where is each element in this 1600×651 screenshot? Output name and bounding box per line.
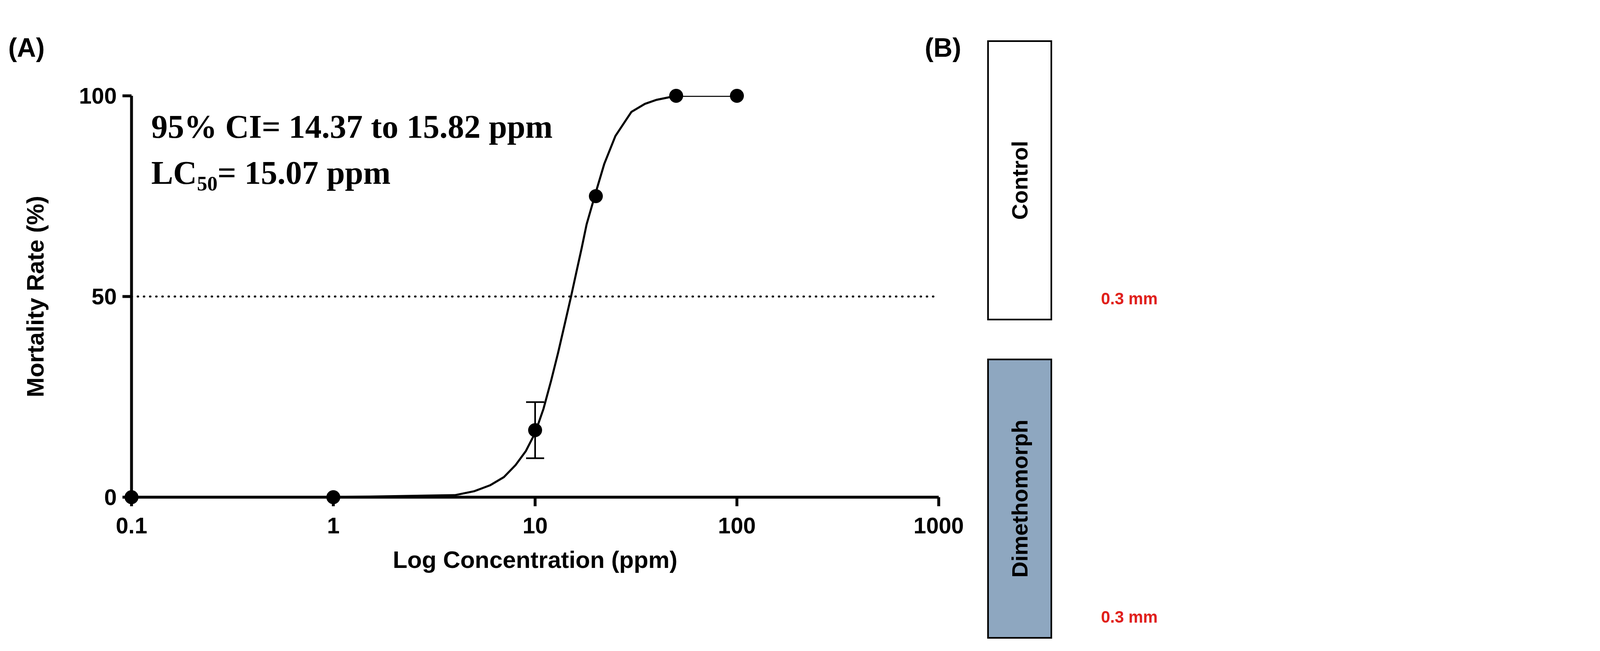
scale-bar-label: 0.3 mm xyxy=(1101,607,1158,626)
x-tick-label: 1 xyxy=(327,512,340,538)
points-group xyxy=(124,88,744,504)
condition-label: Control xyxy=(1007,140,1033,220)
error-cap xyxy=(526,457,545,459)
y-tick-label: 50 xyxy=(91,283,117,310)
y-tick xyxy=(122,94,132,98)
x-tick xyxy=(332,496,335,506)
y-tick-label: 100 xyxy=(78,83,117,109)
x-tick-label: 1000 xyxy=(913,512,964,538)
condition-label: Dimethomorph xyxy=(1007,419,1033,578)
annotation-part: LC xyxy=(151,154,197,191)
reference-line xyxy=(131,295,939,298)
data-point xyxy=(729,88,744,103)
x-tick-label: 10 xyxy=(522,512,548,538)
y-axis-title: Mortality Rate (%) xyxy=(21,195,49,398)
x-tick xyxy=(130,496,134,506)
scale-bar-label: 0.3 mm xyxy=(1101,289,1158,308)
error-cap xyxy=(526,401,545,403)
panel-label: (A) xyxy=(8,32,45,63)
annotation-part: = 15.07 ppm xyxy=(217,154,391,191)
error-bar xyxy=(526,401,545,459)
y-tick xyxy=(122,295,132,298)
data-point xyxy=(669,88,684,103)
x-tick xyxy=(735,496,739,506)
x-tick xyxy=(937,496,941,506)
condition-box xyxy=(988,359,1052,638)
data-point xyxy=(528,422,543,437)
annotation: 95% CI= 14.37 to 15.82 ppm xyxy=(151,108,553,145)
data-point xyxy=(588,189,603,204)
condition-box xyxy=(988,41,1052,320)
panel-label: (B) xyxy=(924,32,962,63)
x-tick xyxy=(533,496,537,506)
x-tick-label: 0.1 xyxy=(115,512,148,538)
fit-curve xyxy=(131,95,737,497)
x-tick-label: 100 xyxy=(718,512,756,538)
annotation: LC50= 15.07 ppm xyxy=(151,154,391,195)
figure: (A) 0 50 100 0.1 1 10 100 1000 Log Concentration … xyxy=(0,0,1600,651)
x-axis-title: Log Concentration (ppm) xyxy=(392,545,678,573)
y-tick-label: 0 xyxy=(103,484,117,510)
curve-group xyxy=(131,95,737,497)
annotation-subscript: 50 xyxy=(196,171,218,195)
